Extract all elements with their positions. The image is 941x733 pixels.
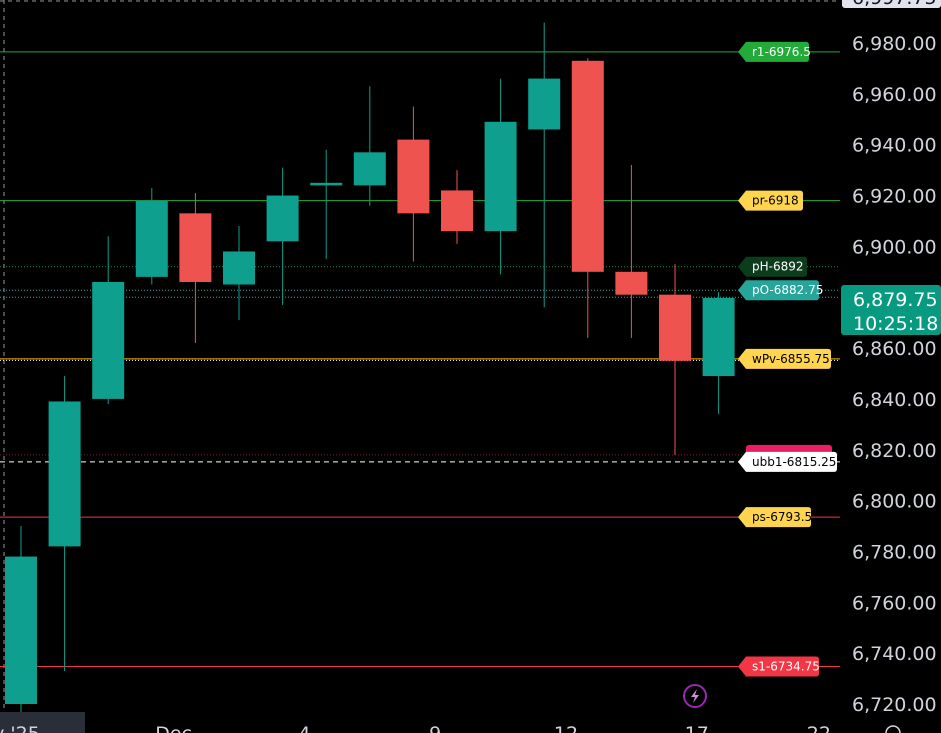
- x-tick-label: Dec: [155, 723, 192, 733]
- level-tag-label: ps-6793.5: [752, 510, 812, 524]
- y-tick-label: 6,720.00: [852, 694, 937, 716]
- x-tick-label: 22: [807, 723, 831, 733]
- y-tick-label: 6,800.00: [852, 491, 937, 513]
- candle-body[interactable]: [441, 190, 473, 232]
- candle-body[interactable]: [223, 251, 255, 285]
- level-tag-label: s1-6734.75: [752, 660, 820, 674]
- x-tick-label: 9: [429, 723, 441, 733]
- y-tick-label: 6,840.00: [852, 389, 937, 411]
- level-tag-label: pr-6918: [752, 194, 799, 208]
- candle-body[interactable]: [397, 139, 430, 214]
- x-tick-label: 4: [298, 723, 310, 733]
- y-tick-label: 6,960.00: [852, 84, 937, 106]
- candle-body[interactable]: [659, 294, 691, 361]
- candle-body[interactable]: [484, 121, 517, 232]
- level-tag: [738, 656, 819, 677]
- candle-body[interactable]: [179, 213, 212, 282]
- candle-body[interactable]: [135, 200, 168, 277]
- y-tick-label: 6,940.00: [852, 135, 937, 157]
- settings-icon[interactable]: [885, 725, 901, 733]
- last-price-badge: [841, 285, 941, 335]
- candle-body[interactable]: [48, 401, 81, 547]
- y-tick-label: 6,820.00: [852, 440, 937, 462]
- top-price-label: 6,997.75: [852, 0, 937, 9]
- y-tick-label: 6,980.00: [852, 33, 937, 55]
- x-axis-highlight: [0, 712, 85, 733]
- y-tick-label: 6,760.00: [852, 592, 937, 614]
- candle-body[interactable]: [5, 556, 37, 704]
- y-tick-label: 6,920.00: [852, 186, 937, 208]
- lightning-bolt-icon: [691, 689, 699, 703]
- level-tag: [738, 41, 809, 62]
- y-tick-label: 6,780.00: [852, 541, 937, 563]
- level-tag: [738, 451, 837, 472]
- candle-body[interactable]: [571, 60, 604, 272]
- level-tag-label: pO-6882.75: [752, 283, 823, 297]
- candle-body[interactable]: [353, 152, 386, 186]
- countdown-label: 10:25:18: [853, 313, 938, 335]
- candle-body[interactable]: [266, 195, 299, 242]
- candle-body[interactable]: [528, 78, 561, 130]
- level-tag-label: pH-6892: [752, 260, 804, 274]
- level-tag-label: ubb1-6815.25: [752, 455, 836, 469]
- level-tag-label: r1-6976.5: [752, 45, 811, 59]
- y-tick-label: 6,860.00: [852, 338, 937, 360]
- y-tick-label: 6,900.00: [852, 236, 937, 258]
- x-tick-label: 12: [554, 723, 578, 733]
- level-tag: [738, 507, 811, 528]
- y-tick-label: 6,740.00: [852, 643, 937, 665]
- level-tag: [738, 256, 807, 277]
- lightning-icon[interactable]: [683, 684, 707, 708]
- x-tick-label: Nov '25: [0, 723, 40, 733]
- candle-body[interactable]: [92, 281, 125, 399]
- level-tag: [738, 190, 803, 211]
- last-price-label: 6,879.75: [853, 289, 938, 311]
- x-tick-label: 17: [685, 723, 709, 733]
- level-tag: [738, 280, 819, 301]
- level-tag: [738, 348, 831, 369]
- candle-body[interactable]: [310, 182, 343, 186]
- candle-body[interactable]: [702, 297, 735, 377]
- candle-body[interactable]: [615, 271, 648, 295]
- level-tag-label: wPv-6855.75: [752, 352, 830, 366]
- top-price-badge: [842, 0, 941, 8]
